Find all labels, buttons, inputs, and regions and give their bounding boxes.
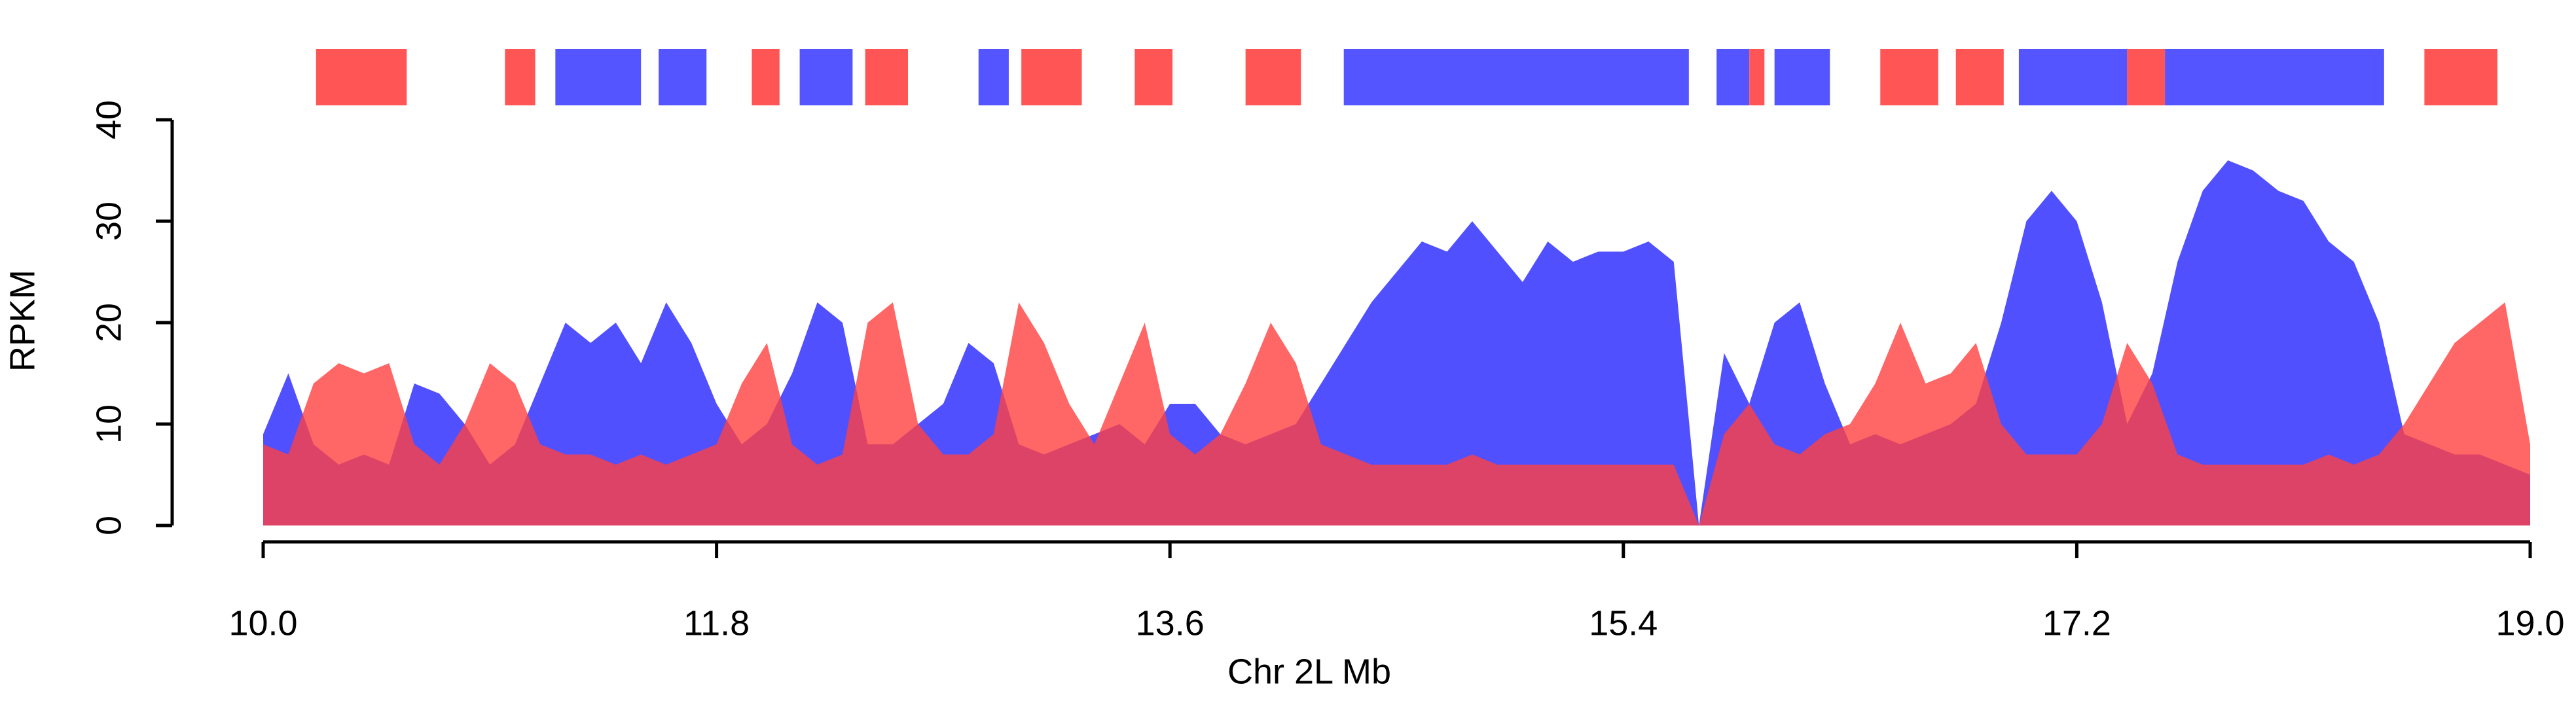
x-axis-label: Chr 2L Mb [1227,652,1391,691]
domain-bar [1749,49,1765,105]
domain-bar [1245,49,1301,105]
x-tick-label: 10.0 [228,603,297,643]
domain-bar [659,49,707,105]
y-axis-label: RPKM [3,270,42,372]
y-tick-label: 10 [89,404,128,444]
domain-bar [316,49,407,105]
y-tick-label: 40 [89,100,128,139]
x-tick-label: 17.2 [2042,603,2111,643]
domain-bar [1343,49,1689,105]
y-tick-label: 30 [89,202,128,241]
domain-bar [978,49,1009,105]
domain-bar [865,49,909,105]
y-tick-label: 0 [89,516,128,535]
x-tick-label: 19.0 [2495,603,2564,643]
domain-bar [1134,49,1173,105]
domain-bar [555,49,642,105]
domain-bar [1774,49,1830,105]
x-tick-label: 15.4 [1589,603,1658,643]
domain-bar [1880,49,1938,105]
x-tick-label: 13.6 [1136,603,1205,643]
domain-bar [2165,49,2384,105]
domain-bar [2424,49,2497,105]
signal-area [263,302,2530,525]
domain-bar [799,49,853,105]
domain-bar [1021,49,1082,105]
domain-bar [1716,49,1750,105]
x-tick-label: 11.8 [683,603,750,643]
domain-bar [752,49,780,105]
domain-bar [1955,49,2004,105]
y-tick-label: 20 [89,303,128,342]
domain-bar [2018,49,2128,105]
domain-bar [2127,49,2166,105]
domain-bar [505,49,535,105]
